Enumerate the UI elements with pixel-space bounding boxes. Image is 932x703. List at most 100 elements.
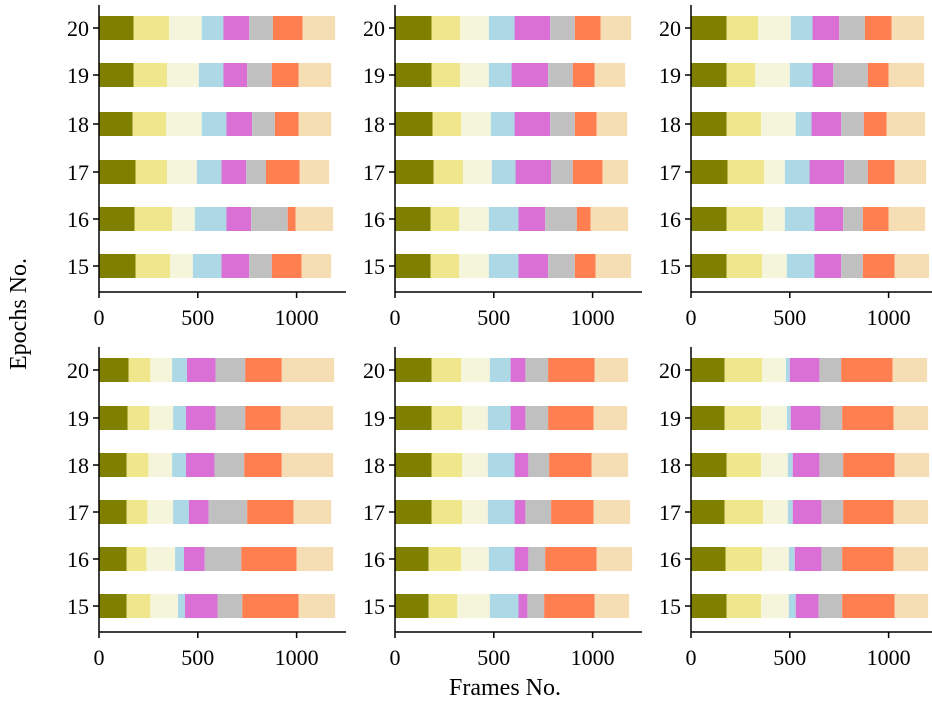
subplot-3: 15 16 17 18 19 20 0 500 1000 xyxy=(659,5,932,330)
bar-segment xyxy=(787,500,793,524)
bar-segment xyxy=(99,254,136,278)
bar-segment xyxy=(431,453,463,477)
bar-segment xyxy=(893,406,929,430)
bar-segment xyxy=(128,358,151,382)
bar-segment xyxy=(790,16,813,40)
bar-segment xyxy=(792,500,822,524)
bar-segment xyxy=(600,16,632,40)
bar-segment xyxy=(196,160,222,184)
bar-segment xyxy=(430,207,460,231)
bar-segment xyxy=(281,358,335,382)
bar-segment xyxy=(457,594,490,618)
bar-segment xyxy=(841,112,864,136)
bar-segment xyxy=(460,63,489,87)
bar-segment xyxy=(725,547,763,571)
bar-segment xyxy=(525,358,549,382)
bar-segment xyxy=(594,594,630,618)
bar-segment xyxy=(574,16,601,40)
bar-segment xyxy=(762,254,787,278)
bar-segment xyxy=(762,547,789,571)
bar-segment xyxy=(761,112,796,136)
x-tick-label: 0 xyxy=(94,645,105,670)
y-tick-label: 16 xyxy=(363,547,385,572)
bar-segment xyxy=(395,500,432,524)
bar-segment xyxy=(548,406,594,430)
bar-segment xyxy=(691,63,727,87)
bar-segment xyxy=(172,358,187,382)
bar-segment xyxy=(726,453,762,477)
bar-segment xyxy=(724,358,763,382)
bar-segment xyxy=(167,63,199,87)
bar-segment xyxy=(166,112,202,136)
bar-segment xyxy=(518,207,546,231)
bar-segment xyxy=(298,63,332,87)
bar-segment xyxy=(146,547,176,571)
y-tick-label: 18 xyxy=(67,453,89,478)
bar-segment xyxy=(99,406,128,430)
y-tick-label: 16 xyxy=(659,207,681,232)
bar-segment xyxy=(789,358,820,382)
bar-segment xyxy=(201,16,224,40)
bar-segment xyxy=(99,453,127,477)
bar-segment xyxy=(172,207,195,231)
bar-segment xyxy=(841,358,893,382)
bar-segment xyxy=(593,406,628,430)
bar-segment xyxy=(462,406,488,430)
bar-segment xyxy=(185,406,216,430)
bar-segment xyxy=(551,500,594,524)
bar-segment xyxy=(461,547,489,571)
bar-segment xyxy=(891,16,925,40)
bar-segment xyxy=(894,453,930,477)
bar-segment xyxy=(430,254,460,278)
bar-segment xyxy=(428,547,462,571)
bar-segment xyxy=(462,453,488,477)
x-tick-label: 500 xyxy=(773,305,806,330)
bar-segment xyxy=(99,547,127,571)
bar-segment xyxy=(463,160,492,184)
bar-segment xyxy=(726,16,759,40)
bar-segment xyxy=(395,16,432,40)
bar-segment xyxy=(515,160,552,184)
bar-segment xyxy=(431,63,461,87)
y-tick-label: 19 xyxy=(67,406,89,431)
bar-segment xyxy=(525,500,552,524)
bar-segment xyxy=(591,453,629,477)
bar-segment xyxy=(226,207,252,231)
y-axis-title: Epochs No. xyxy=(6,258,32,370)
bar-segment xyxy=(894,254,930,278)
bar-segment xyxy=(208,500,248,524)
bar-segment xyxy=(287,207,296,231)
bar-segment xyxy=(814,254,842,278)
bar-segment xyxy=(862,207,889,231)
bar-segment xyxy=(864,16,892,40)
bar-segment xyxy=(833,63,868,87)
subplot-2: 15 16 17 18 19 20 0 500 1000 xyxy=(363,5,642,330)
bar-segment xyxy=(761,453,788,477)
bar-segment xyxy=(596,112,628,136)
bar-segment xyxy=(843,453,895,477)
bar-segment xyxy=(844,160,868,184)
bar-segment xyxy=(761,594,789,618)
y-tick-label: 18 xyxy=(659,112,681,137)
bar-segment xyxy=(786,254,815,278)
bar-segment xyxy=(691,207,727,231)
bar-segment xyxy=(809,160,845,184)
bar-segment xyxy=(487,453,515,477)
x-tick-label: 500 xyxy=(181,305,214,330)
bar-segment xyxy=(295,207,334,231)
bar-segment xyxy=(395,160,434,184)
bar-segment xyxy=(194,207,227,231)
bar-segment xyxy=(185,453,215,477)
bar-segment xyxy=(214,453,245,477)
bar-segment xyxy=(215,358,246,382)
bar-segment xyxy=(525,406,549,430)
bar-segment xyxy=(271,63,299,87)
bar-segment xyxy=(892,358,928,382)
bar-segment xyxy=(893,547,929,571)
bar-segment xyxy=(488,16,515,40)
y-tick-label: 18 xyxy=(363,112,385,137)
bar-segment xyxy=(724,500,764,524)
bar-segment xyxy=(395,406,432,430)
bar-segment xyxy=(226,112,253,136)
bar-segment xyxy=(170,254,193,278)
